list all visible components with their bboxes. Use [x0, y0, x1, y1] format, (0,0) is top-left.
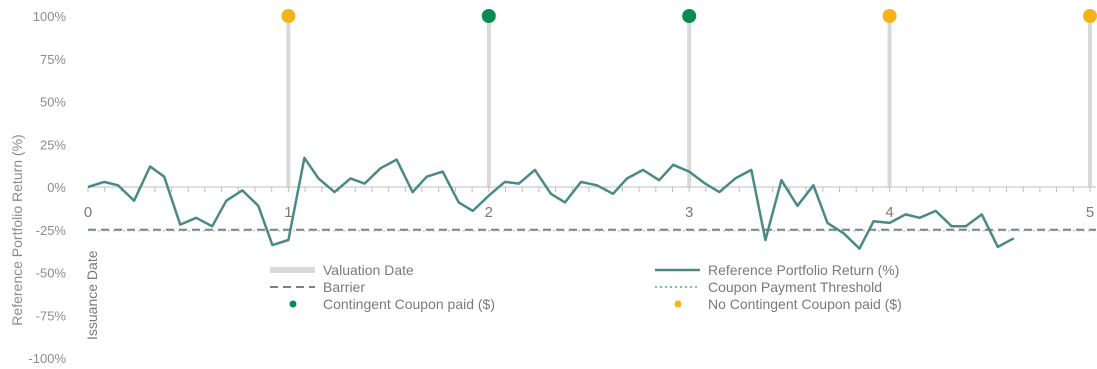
legend-item: Coupon Payment Threshold	[655, 279, 882, 295]
legend-label: Valuation Date	[323, 262, 414, 278]
y-tick-label: -25%	[36, 223, 67, 238]
y-tick-label: -50%	[36, 266, 67, 281]
legend-swatch	[674, 300, 682, 308]
coupon-paid-marker	[481, 9, 496, 23]
legend: Valuation Date Reference Portfolio Return…	[270, 262, 902, 312]
no-coupon-marker	[281, 9, 296, 23]
series-line	[87, 156, 1015, 250]
no-coupon-marker	[1083, 9, 1097, 23]
no-coupon-marker	[882, 9, 897, 23]
y-tick-label: 50%	[40, 95, 66, 110]
y-tick-label: -75%	[36, 308, 67, 323]
series	[87, 156, 1015, 250]
y-tick-label: 100%	[33, 9, 67, 24]
valuation-stems	[286, 16, 1092, 187]
x-tick-label: 2	[485, 204, 493, 221]
legend-label: Contingent Coupon paid ($)	[323, 296, 495, 312]
legend-label: Barrier	[323, 279, 365, 295]
legend-item: Contingent Coupon paid ($)	[289, 296, 495, 312]
x-tick-label: 4	[885, 204, 893, 221]
legend-item: Barrier	[270, 279, 365, 295]
x-tick-label: 5	[1086, 204, 1094, 221]
legend-label: No Contingent Coupon paid ($)	[708, 296, 902, 312]
x-tick-label: 0	[84, 204, 92, 221]
y-tick-label: -100%	[28, 351, 66, 366]
y-tick-label: 75%	[40, 52, 66, 67]
coupon-markers	[281, 9, 1097, 23]
coupon-paid-marker	[682, 9, 697, 23]
legend-label: Coupon Payment Threshold	[708, 279, 882, 295]
y-tick-label: 0%	[47, 180, 66, 195]
y-axis-label: Reference Portfolio Return (%)	[9, 134, 25, 325]
legend-swatch	[289, 300, 297, 308]
legend-item: No Contingent Coupon paid ($)	[674, 296, 902, 312]
x-tick-label: 3	[685, 204, 693, 221]
y-tick-label: 25%	[40, 137, 66, 152]
axes: 100% 75% 50% 25% 0% -25% -50% -75% -100% 0 1 2 3 4 5	[28, 9, 1096, 366]
reference-lines	[88, 228, 1096, 232]
issuance-date-label: Issuance Date	[84, 250, 100, 340]
legend-item: Reference Portfolio Return (%)	[655, 262, 899, 278]
legend-label: Reference Portfolio Return (%)	[708, 262, 899, 278]
legend-item: Valuation Date	[270, 262, 414, 278]
x-tick-label: 1	[284, 204, 292, 221]
